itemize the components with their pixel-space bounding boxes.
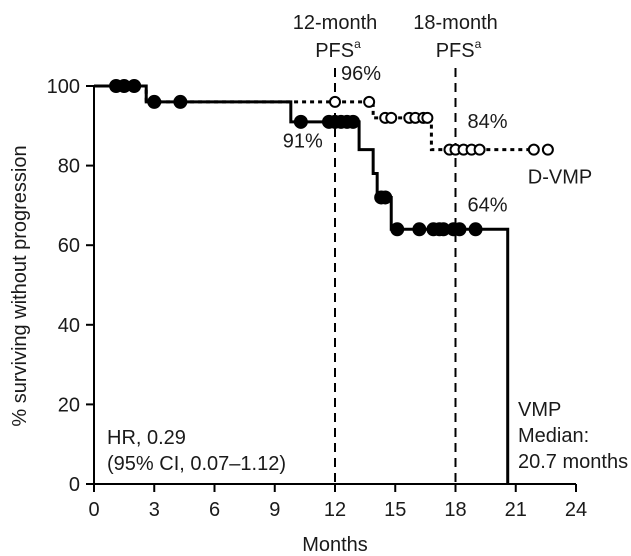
x-tick-label: 24 <box>565 499 587 521</box>
censor-marker <box>364 97 374 107</box>
censor-marker <box>330 97 340 107</box>
censor-marker <box>475 145 485 155</box>
y-axis-title: % surviving without progression <box>9 145 31 426</box>
x-tick-label: 3 <box>149 499 160 521</box>
y-tick-label: 20 <box>58 394 80 416</box>
x-tick-label: 9 <box>269 499 280 521</box>
x-tick-label: 18 <box>444 499 466 521</box>
y-tick-label: 80 <box>58 156 80 178</box>
reference-line-sublabel: PFSa <box>315 37 361 62</box>
censor-marker <box>529 145 539 155</box>
annotation-label: 91% <box>283 131 323 153</box>
x-tick-label: 21 <box>505 499 527 521</box>
censor-marker <box>174 96 186 108</box>
reference-line-sublabel: PFSa <box>436 37 482 62</box>
x-axis-title: Months <box>302 534 368 556</box>
vmp-median-label: Median: <box>518 425 589 447</box>
censor-marker <box>128 80 140 92</box>
series-layer <box>94 80 553 484</box>
censor-marker <box>470 223 482 235</box>
vmp-series-label: VMP <box>518 399 561 421</box>
reference-line-label: 12-month <box>293 12 378 34</box>
reference-line-label: 18-month <box>413 12 498 34</box>
annotation-label: 64% <box>468 194 508 216</box>
x-tick-label: 6 <box>209 499 220 521</box>
censor-marker <box>413 223 425 235</box>
censor-marker <box>543 145 553 155</box>
censor-marker <box>391 223 403 235</box>
annotation-label: 84% <box>468 111 508 133</box>
censor-marker <box>148 96 160 108</box>
censor-marker <box>454 223 466 235</box>
hr-label: HR, 0.29 <box>107 427 186 449</box>
censor-marker <box>295 116 307 128</box>
x-tick-label: 12 <box>324 499 346 521</box>
y-tick-label: 40 <box>58 315 80 337</box>
x-tick-label: 15 <box>384 499 406 521</box>
y-tick-label: 60 <box>58 235 80 257</box>
censor-marker <box>386 113 396 123</box>
censor-marker <box>422 113 432 123</box>
annotation-label: 96% <box>341 63 381 85</box>
y-tick-label: 100 <box>47 76 80 98</box>
annotation-label: D-VMP <box>528 167 592 189</box>
hr-ci-label: (95% CI, 0.07–1.12) <box>107 453 286 475</box>
censor-marker <box>347 116 359 128</box>
vmp-median-value: 20.7 months <box>518 451 628 473</box>
y-tick-label: 0 <box>69 474 80 496</box>
x-tick-label: 0 <box>88 499 99 521</box>
text-layer: Months % surviving without progression H… <box>9 63 628 556</box>
reference-lines: 12-month PFSa 18-month PFSa <box>293 12 498 484</box>
censor-marker <box>379 191 391 203</box>
